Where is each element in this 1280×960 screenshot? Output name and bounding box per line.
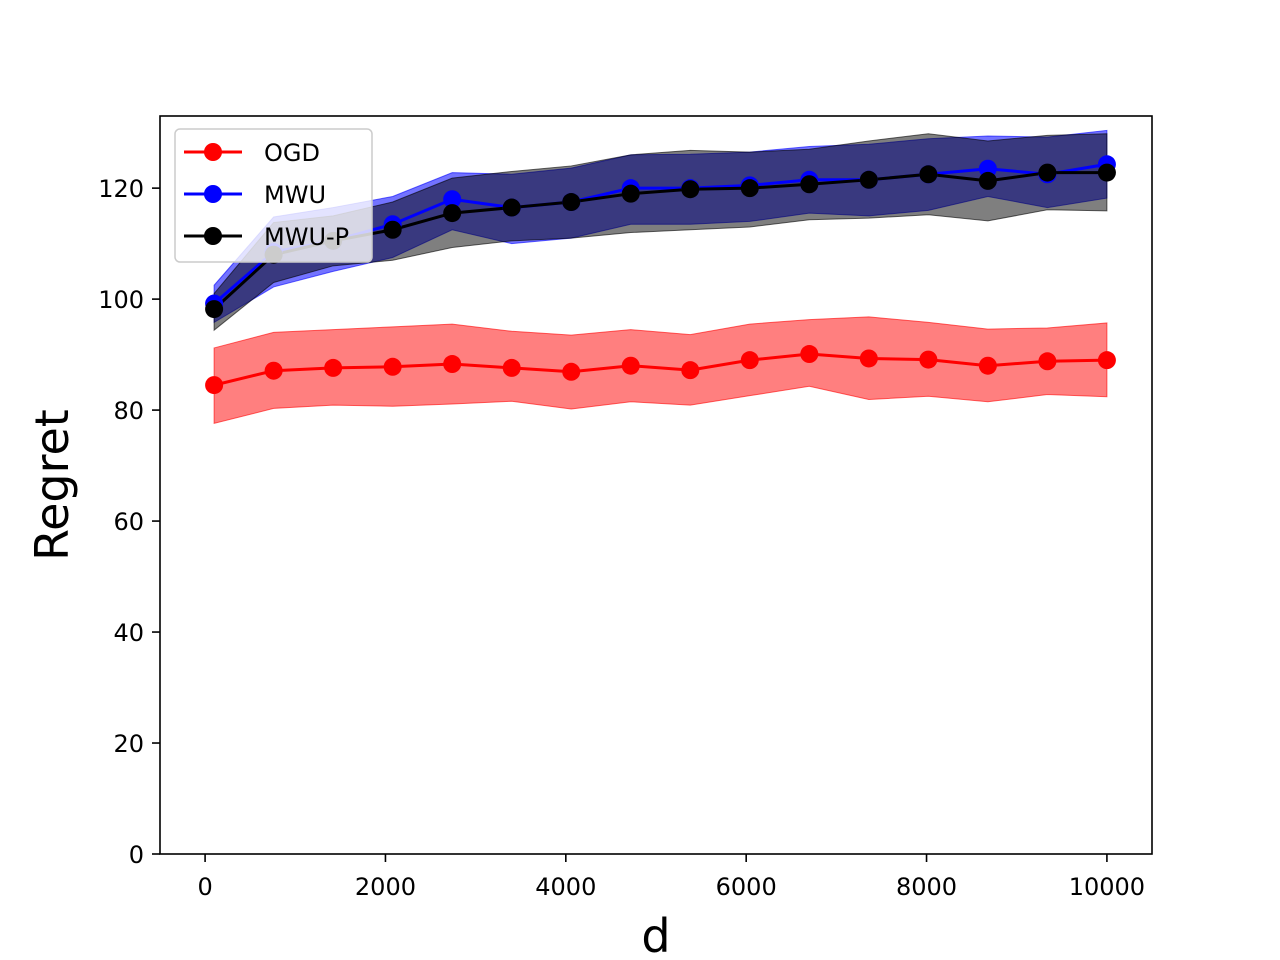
point-ogd-11 [859,349,878,368]
point-ogd-1 [264,361,283,380]
point-ogd-0 [205,376,224,395]
legend-box [174,128,373,263]
x-axis-label: d [641,909,670,960]
point-mwu-p-7 [621,184,640,203]
point-mwu-p-4 [443,204,462,223]
point-mwu-p-13 [978,171,997,190]
point-ogd-15 [1097,351,1116,370]
legend-label-mwu: MWU [264,181,326,209]
point-mwu-p-11 [859,170,878,189]
band-ogd [213,316,1108,425]
point-mwu-p-0 [205,300,224,319]
point-ogd-13 [978,356,997,375]
point-mwu-p-5 [502,198,521,217]
x-tick-label: 4000 [535,873,596,901]
y-tick-label: 60 [113,508,144,536]
y-tick-label: 20 [113,730,144,758]
point-ogd-12 [919,350,938,369]
legend-marker-ogd [204,143,222,161]
y-tick-label: 40 [113,619,144,647]
y-axis-ticks: 0 20 40 60 80 100 120 [98,175,160,869]
line-ogd [213,352,1107,387]
point-ogd-3 [383,357,402,376]
point-ogd-2 [324,358,343,377]
y-tick-label: 0 [129,841,144,869]
point-mwu-p-10 [800,175,819,194]
point-mwu-p-15 [1097,163,1116,182]
x-tick-label: 8000 [896,873,957,901]
legend-marker-mwu [204,185,222,203]
point-ogd-4 [443,355,462,374]
point-mwu-p-8 [681,180,700,199]
y-tick-label: 100 [98,286,144,314]
point-ogd-10 [800,345,819,364]
legend-label-ogd: OGD [264,139,320,167]
point-ogd-5 [502,358,521,377]
legend-marker-mwu-p [204,227,222,245]
point-mwu-p-3 [383,220,402,239]
x-tick-label: 0 [197,873,212,901]
point-ogd-14 [1038,352,1057,371]
point-mwu-p-6 [562,193,581,212]
point-ogd-8 [681,361,700,380]
x-tick-label: 6000 [716,873,777,901]
point-ogd-6 [562,362,581,381]
legend: OGD MWU MWU-P [174,128,373,263]
legend-label-mwu-p: MWU-P [264,223,349,251]
point-ogd-7 [621,356,640,375]
y-axis-label: Regret [25,409,79,561]
x-tick-label: 10000 [1069,873,1145,901]
point-ogd-9 [740,351,759,370]
plot-frame [159,115,1153,855]
point-mwu-p-9 [740,179,759,198]
point-mwu-4 [443,190,462,209]
y-tick-label: 120 [98,175,144,203]
point-mwu-p-12 [919,165,938,184]
band-mwu-p [213,133,1108,332]
point-mwu-p-14 [1038,163,1057,182]
y-tick-label: 80 [113,397,144,425]
x-tick-label: 2000 [355,873,416,901]
x-axis-ticks: 0 2000 4000 6000 8000 10000 [197,854,1145,901]
